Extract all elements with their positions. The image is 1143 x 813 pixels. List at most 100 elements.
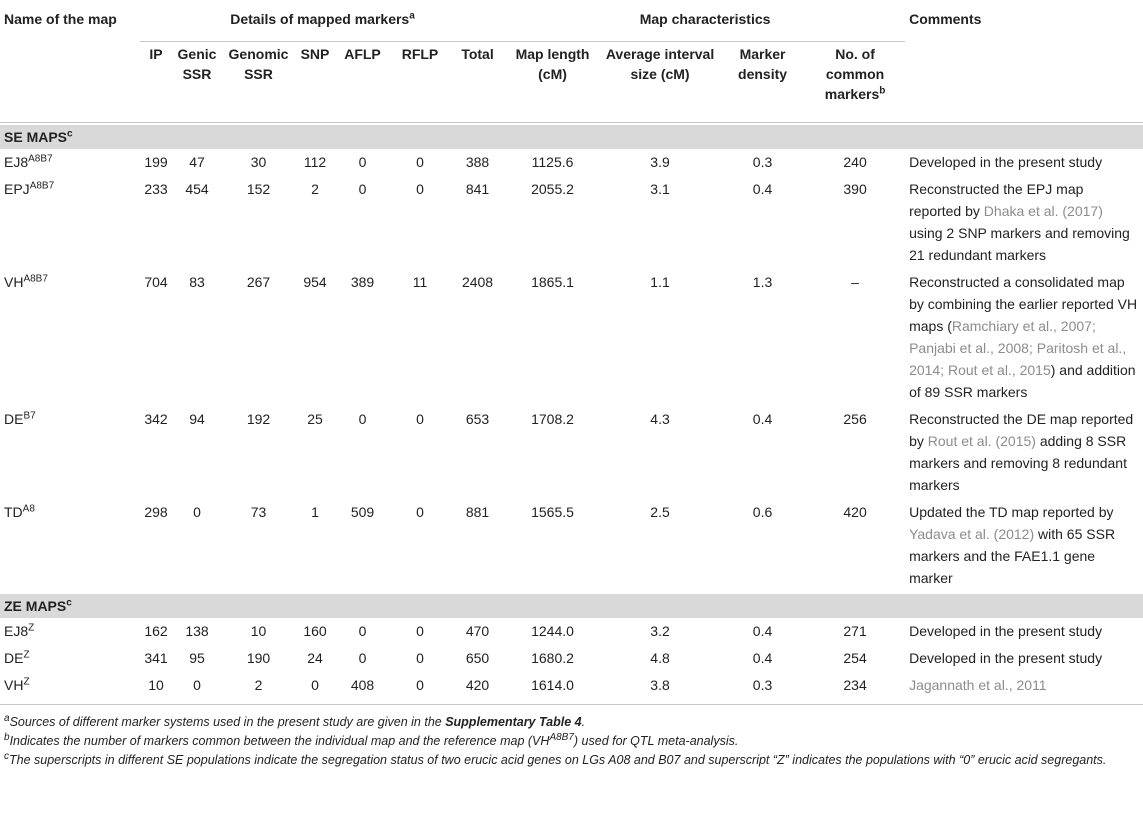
table-row: EJ8A8B7 199 47 30 112 0 0 388 1125.6 3.9 0.3 240 Dev…: [0, 149, 1143, 176]
map-superscript: Z: [23, 676, 30, 688]
cell: 83: [189, 274, 205, 290]
map-name-text: EJ8: [4, 623, 29, 639]
cell: 0: [358, 411, 367, 427]
cell: 420: [450, 672, 506, 705]
map-superscript: A8B7: [23, 273, 48, 285]
table-row: EJ8Z 162 138 10 160 0 0 470 1244.0 3.2 0.4 271 Devel…: [0, 618, 1143, 645]
cell: 0.4: [752, 623, 773, 639]
comment-text: Developed in the present study: [909, 154, 1103, 170]
cell: 0: [358, 154, 367, 170]
cell: 1865.1: [531, 274, 574, 290]
table-row: EPJA8B7 233 454 152 2 0 0 841 2055.2 3.1 0.4 390 Rec…: [0, 176, 1143, 269]
cell: 0: [358, 181, 367, 197]
map-superscript: A8: [22, 503, 35, 515]
citation: Ramchiary et al., 2007; Panjabi et al., …: [909, 318, 1127, 378]
cell: 3.8: [600, 672, 721, 705]
map-name: EPJA8B7: [0, 176, 140, 269]
cell: 1680.2: [531, 650, 574, 666]
cell: 4.8: [650, 650, 670, 666]
comment: Developed in the present study: [905, 149, 1143, 176]
footnote-mark: a: [4, 712, 10, 724]
comment-text: adding 8 SSR markers and removing 8 redu…: [909, 433, 1127, 493]
comment: Reconstructed the DE map reported by Rou…: [905, 406, 1143, 499]
header-text: Map length (cM): [515, 46, 590, 82]
table-row: TDA8 298 0 73 1 509 0 881 1565.5 2.5 0.6 420 Updated…: [0, 499, 1143, 592]
cell: 10: [140, 672, 172, 705]
map-name-text: DE: [4, 411, 24, 427]
comment: Developed in the present study: [905, 618, 1143, 645]
header-text: AFLP: [344, 46, 381, 62]
cell: 0: [172, 672, 222, 705]
map-name: EJ8A8B7: [0, 149, 140, 176]
footnotes: aSources of different marker systems use…: [0, 705, 1143, 770]
footnote-text: The superscripts in different SE populat…: [9, 753, 1107, 767]
comment-text: with 65 SSR markers and the FAE1.1 gene …: [909, 526, 1116, 586]
cell: 0: [416, 650, 424, 666]
cell: 25: [307, 411, 323, 427]
cell: 162: [144, 623, 168, 639]
comment-text: Updated the TD map reported by: [909, 504, 1114, 520]
citation: Rout et al. (2015): [927, 433, 1036, 449]
map-name-text: VH: [4, 274, 24, 290]
citation: Jagannath et al., 2011: [909, 677, 1047, 693]
header-text: Name of the map: [4, 11, 117, 27]
section-row: SE MAPSc: [0, 125, 1143, 149]
map-name: VHZ: [0, 672, 140, 705]
cell: 199: [144, 154, 168, 170]
header-cell: Comments: [905, 0, 1143, 123]
header-text: Genomic SSR: [228, 46, 289, 82]
citation: Yadava et al. (2012): [909, 526, 1035, 542]
cell: 0: [295, 672, 335, 705]
footnote-mark: a: [409, 10, 415, 22]
column-header: Average interval size (cM): [600, 41, 721, 123]
cell: 470: [465, 623, 490, 639]
header-group: Details of mapped markersa: [140, 0, 506, 42]
comment: Developed in the present study: [905, 645, 1143, 672]
cell: 2408: [461, 274, 494, 290]
footnote: aSources of different marker systems use…: [4, 713, 1139, 732]
footnote-mark: c: [4, 750, 9, 762]
cell: 30: [250, 154, 267, 170]
cell: 0: [358, 623, 367, 639]
cell: 152: [246, 181, 271, 197]
cell: 1708.2: [531, 411, 574, 427]
cell: 47: [189, 154, 205, 170]
column-header: IP: [140, 41, 172, 123]
citation: Dhaka et al. (2017): [983, 203, 1103, 219]
comment-text: Developed in the present study: [909, 623, 1103, 639]
table-header: Name of the map Details of mapped markers…: [0, 0, 1143, 123]
cell: 160: [303, 623, 327, 639]
section-text: SE MAPS: [4, 129, 68, 145]
header-text: Marker density: [738, 46, 788, 82]
footnote-text: A8B7: [549, 731, 574, 743]
column-header: RFLP: [390, 41, 450, 123]
map-superscript: B7: [23, 410, 36, 422]
column-header: Map length (cM): [505, 41, 601, 123]
header-text: Total: [461, 46, 494, 62]
cell: 841: [465, 181, 490, 197]
cell: 112: [303, 154, 327, 170]
map-name: DEB7: [0, 406, 140, 499]
map-name-text: EPJ: [4, 181, 30, 197]
map-superscript: A8B7: [28, 153, 53, 165]
header-cell: Name of the map: [0, 0, 140, 123]
cell: –: [851, 274, 859, 290]
cell: 4.3: [650, 411, 670, 427]
cell: 190: [246, 650, 271, 666]
cell: 254: [843, 650, 867, 666]
footnote-mark: c: [66, 597, 72, 609]
map-name: VHA8B7: [0, 269, 140, 406]
comment: Jagannath et al., 2011: [905, 672, 1143, 705]
footnote: bIndicates the number of markers common …: [4, 732, 1139, 751]
map-name-text: VH: [4, 677, 24, 693]
cell: 389: [350, 274, 375, 290]
map-superscript: A8B7: [29, 180, 55, 192]
header-text: Average interval size (cM): [605, 46, 715, 82]
table-row: VHZ 10 0 2 0 408 0 420 1614.0 3.8 0.3 234 Jagannath …: [0, 672, 1143, 705]
cell: 2: [311, 181, 319, 197]
header-row: IP Genic SSR Genomic SSR SNP AFLP RFLP Total Ma…: [0, 41, 1143, 123]
cell: 0: [390, 672, 450, 705]
cell: 95: [189, 650, 205, 666]
cell: 1565.5: [531, 504, 574, 520]
footnote-text: Supplementary Table 4: [445, 715, 582, 729]
